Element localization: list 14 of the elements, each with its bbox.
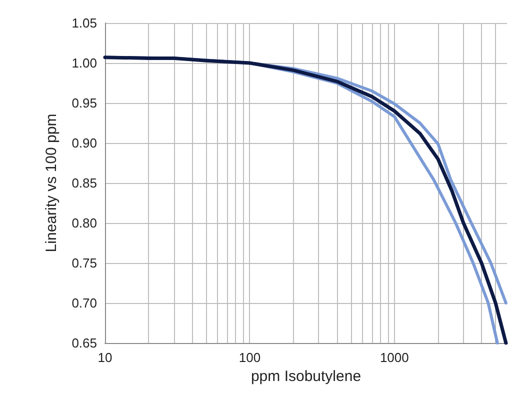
y-tick-label: 0.90 [72, 136, 97, 150]
y-axis-title: Linearity vs 100 ppm [43, 114, 60, 252]
y-tick-label: 0.75 [72, 256, 97, 270]
y-tick-label: 0.70 [72, 296, 97, 310]
x-tick-label: 100 [238, 350, 261, 365]
y-tick-label: 0.65 [72, 336, 97, 350]
y-tick-label: 1.05 [72, 16, 97, 30]
x-axis-title: ppm Isobutylene [250, 368, 362, 385]
x-tick-label: 10 [98, 350, 112, 365]
y-tick-label: 0.85 [72, 176, 97, 190]
y-tick-label: 0.95 [72, 96, 97, 110]
x-tick-label: 1000 [380, 350, 409, 365]
y-tick-label: 0.80 [72, 216, 97, 230]
y-tick-label: 1.00 [72, 56, 97, 70]
